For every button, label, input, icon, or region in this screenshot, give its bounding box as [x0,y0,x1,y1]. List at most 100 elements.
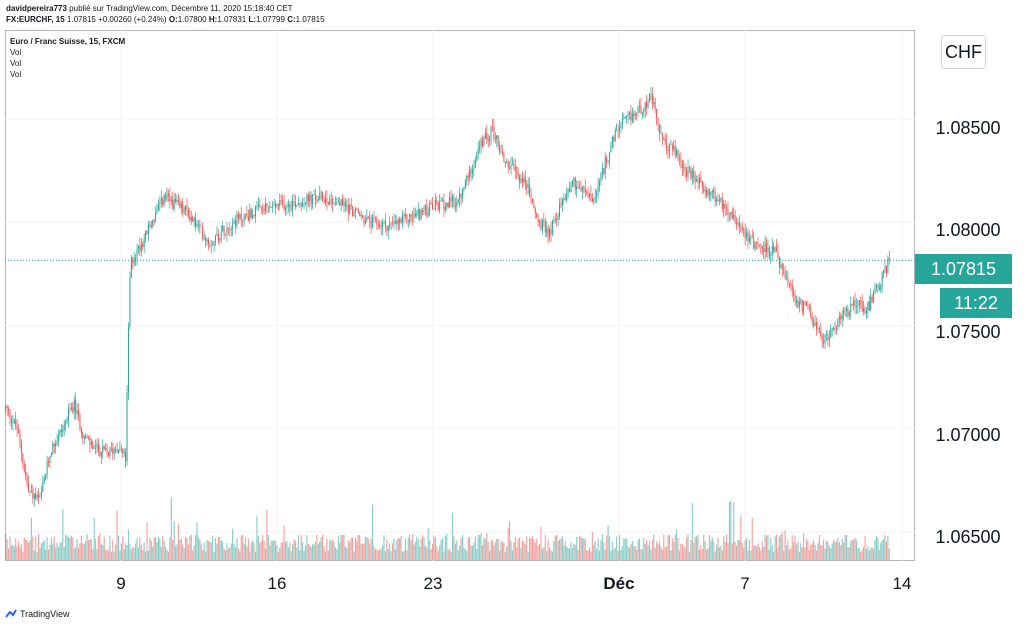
candle-body [793,291,795,296]
candle-body [302,203,304,207]
volume-bar [410,540,412,560]
candle-body [821,335,823,342]
volume-bar [670,550,672,560]
volume-bar [69,537,71,560]
legend-vol-3[interactable]: Vol [10,70,22,79]
volume-bar [27,542,30,560]
volume-bar [840,545,842,560]
currency-button[interactable]: CHF [941,35,986,69]
candle-body [243,214,245,222]
volume-bar [115,544,117,560]
candle-body [686,170,688,177]
volume-bar [320,537,322,560]
legend-vol-2[interactable]: Vol [10,59,22,68]
volume-bar [214,537,217,560]
candle-body [347,205,349,214]
candle-body [778,257,780,267]
candle-body [120,448,122,450]
volume-bar [853,539,855,560]
volume-bar [39,547,41,560]
candle-body [744,229,746,238]
candle-body [130,257,132,278]
candle-body [46,461,48,476]
x-tick-label: 23 [423,574,443,593]
volume-bar [361,543,364,560]
candle-body [681,161,683,169]
candle-body [334,204,336,205]
candle-body [875,285,877,288]
volume-bar [481,545,484,560]
volume-bar [152,546,154,560]
volume-bar [89,539,91,560]
candle-body [691,170,693,179]
candle-body [156,209,158,214]
volume-bar [342,535,344,560]
volume-bar [640,549,642,560]
candle-body [597,186,599,193]
volume-bar [379,550,381,560]
candle-body [159,201,161,205]
candle-body [389,223,391,227]
volume-bar [53,536,55,560]
symbol-label: FX:EURCHF, 15 [6,15,65,24]
volume-bar [780,534,782,560]
candle-body [727,208,729,216]
candle-body [162,198,164,205]
volume-bar [734,542,736,560]
candle-body [593,198,595,202]
volume-bar [109,535,111,560]
volume-bar [55,547,57,560]
volume-bar [65,534,67,560]
volume-bar [598,550,601,560]
candle-body [25,471,27,476]
legend-vol-1[interactable]: Vol [10,48,22,57]
tradingview-logo[interactable]: TradingView [5,609,70,619]
candle-body [688,167,690,169]
volume-bar [239,551,241,560]
volume-bar [479,535,481,560]
candle-body [146,230,148,235]
candle-body [704,189,706,192]
volume-bar [541,548,543,560]
volume-bar [197,536,199,560]
candle-body [450,197,452,202]
candle-body [232,222,234,229]
candle-body [746,232,748,238]
volume-bar [821,545,823,560]
candle-body [102,445,104,452]
volume-bar [82,543,84,560]
candle-body [737,222,739,225]
candle-body [503,152,505,162]
volume-bar [611,541,613,560]
volume-bar [713,541,715,560]
candle-body [157,204,159,210]
volume-bar [107,550,110,560]
volume-bar [329,539,331,560]
volume-bar [833,539,835,560]
candle-body [633,113,635,116]
candle-body [720,197,722,200]
volume-bar [296,547,298,560]
candle-body [847,308,849,317]
volume-bar [256,516,258,560]
volume-bar [637,540,639,560]
candle-body [763,248,765,252]
volume-bar [431,544,434,560]
candle-body [469,169,471,178]
candle-body [678,158,680,160]
volume-bar [207,541,209,560]
candle-body [638,105,640,107]
volume-bar [773,551,775,560]
volume-bar [22,551,24,560]
volume-bar [696,536,698,560]
volume-bar [397,537,399,560]
candle-body [167,193,169,196]
candle-body [591,197,593,202]
candle-body [843,309,845,315]
candle-body [79,414,81,429]
volume-bar [229,547,231,560]
candle-body [417,208,419,214]
candle-body [609,152,611,161]
volume-bar [795,544,798,560]
price-chart[interactable] [5,30,915,561]
